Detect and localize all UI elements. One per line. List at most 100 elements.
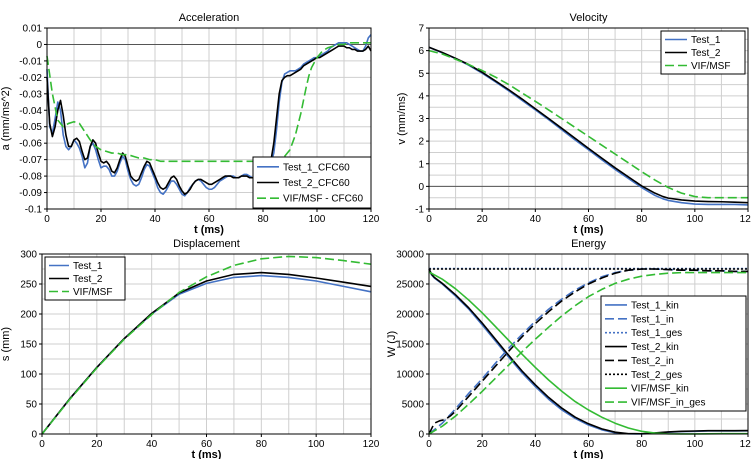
x-tick-label: 40: [530, 439, 542, 450]
chart-displacement: 0 20 40 60 80 100 120 0 50 100 150 200 250 300 Displac…: [0, 238, 380, 459]
x-tick-label: 80: [256, 439, 268, 450]
series-line-vif-msf: [428, 49, 748, 199]
x-tick-label: 100: [308, 439, 325, 450]
legend-label-test-2-cfc60: Test_2_CFC60: [283, 178, 350, 189]
x-tick-label: 0: [44, 214, 50, 225]
x-tick-label: 120: [363, 439, 380, 450]
y-axis-label: W (J): [386, 331, 398, 357]
y-tick-label: 5000: [402, 400, 425, 411]
y-tick-label: 5: [418, 69, 424, 80]
y-axis-label: a (mm/ms^2): [0, 87, 12, 151]
y-tick-label: 50: [26, 400, 38, 411]
legend-label-test-2-kin: Test_2_kin: [631, 342, 679, 353]
y-tick-label: -0.06: [19, 139, 42, 150]
x-tick-label: 100: [686, 214, 703, 225]
series-line-vif-msf-in-ges: [428, 271, 748, 435]
y-tick-label: -0.04: [19, 106, 42, 117]
chart-acceleration: 0 20 40 60 80 100 120 -0.1 -0.09 -0.08 -0.07 -0.06 -…: [0, 12, 380, 236]
legend-label-vif-msf-kin: VIF/MSF_kin: [631, 384, 689, 395]
chart-energy: 0 20 40 60 80 100 120 0 5000 10000 15000 20000 25000…: [386, 238, 751, 459]
y-tick-label: 100: [20, 370, 37, 381]
x-tick-label: 80: [636, 214, 648, 225]
y-tick-label: 25000: [396, 280, 424, 291]
y-tick-label: 200: [20, 310, 37, 321]
x-tick-label: 0: [426, 214, 432, 225]
x-tick-label: 60: [203, 214, 215, 225]
y-tick-label: -1: [415, 205, 424, 216]
y-tick-label: -0.02: [19, 73, 42, 84]
y-tick-label: -0.01: [19, 56, 42, 67]
x-tick-label: 20: [477, 439, 489, 450]
y-tick-label: 300: [20, 250, 37, 261]
legend: Test_1_CFC60 Test_2_CFC60 VIF/MSF - CFC60: [252, 156, 372, 209]
legend-label-test-1-in: Test_1_in: [631, 314, 674, 325]
x-axis-label: t (ms): [192, 449, 222, 459]
y-tick-label: 15000: [396, 340, 424, 351]
y-tick-label: 0.01: [23, 24, 43, 35]
legend-label-test-1: Test_1: [73, 261, 103, 272]
x-tick-label: 80: [636, 439, 648, 450]
x-axis-label: t (ms): [194, 224, 224, 236]
y-tick-label: 6: [418, 46, 424, 57]
x-tick-label: 60: [583, 214, 595, 225]
y-tick-label: 0: [418, 182, 424, 193]
legend-label-test-2: Test_2: [73, 274, 103, 285]
y-tick-label: 2: [418, 137, 424, 148]
x-tick-label: 120: [363, 214, 380, 225]
x-tick-label: 0: [426, 439, 432, 450]
y-axis-label: s (mm): [0, 327, 12, 361]
legend-label-test-1-kin: Test_1_kin: [631, 300, 679, 311]
x-tick-label: 20: [477, 214, 489, 225]
y-tick-label: 0: [418, 430, 424, 441]
chart-title: Velocity: [570, 12, 608, 24]
y-tick-label: 3: [418, 114, 424, 125]
legend: Test_1 Test_2 VIF/MSF: [660, 30, 746, 75]
x-tick-label: 20: [91, 439, 103, 450]
legend-label-test-2: Test_2: [691, 48, 721, 59]
y-tick-label: -0.09: [19, 188, 42, 199]
y-axis-label: v (mm/ms): [396, 93, 408, 145]
y-tick-label: -0.1: [25, 205, 43, 216]
y-tick-label: 1: [418, 159, 424, 170]
legend-label-test-1-cfc60: Test_1_CFC60: [283, 162, 350, 173]
x-tick-label: 60: [583, 439, 595, 450]
x-tick-label: 40: [149, 214, 161, 225]
legend: Test_1_kin Test_1_in Test_1_ges Test_2_kin T…: [600, 295, 747, 412]
chart-title: Energy: [571, 238, 606, 250]
legend-label-test-1-ges: Test_1_ges: [631, 328, 682, 339]
y-tick-label: -0.05: [19, 122, 42, 133]
legend: Test_1 Test_2 VIF/MSF: [44, 256, 126, 301]
y-tick-label: 0: [36, 40, 42, 51]
legend-label-vif-msf: VIF/MSF: [73, 287, 112, 298]
y-tick-label: -0.03: [19, 89, 42, 100]
legend-box: [600, 295, 747, 412]
x-tick-label: 20: [95, 214, 107, 225]
y-tick-label: 250: [20, 280, 37, 291]
series-line-vif-msf: [41, 255, 372, 435]
legend-label-test-2-ges: Test_2_ges: [631, 370, 682, 381]
x-axis-label: t (ms): [574, 449, 604, 459]
x-tick-label: 100: [309, 214, 326, 225]
x-tick-label: 80: [257, 214, 269, 225]
y-tick-label: 20000: [396, 310, 424, 321]
legend-label-test-1: Test_1: [691, 35, 721, 46]
x-tick-label: 100: [686, 439, 703, 450]
x-tick-label: 0: [39, 439, 45, 450]
legend-label-vif-msf: VIF/MSF: [691, 61, 730, 72]
series-line-test-2-kin: [428, 268, 749, 435]
x-tick-label: 60: [201, 439, 213, 450]
y-tick-label: 0: [31, 430, 37, 441]
legend-label-vif-msf-cfc60: VIF/MSF - CFC60: [283, 194, 363, 205]
series-line-test-2: [428, 46, 749, 204]
legend-label-test-2-in: Test_2_in: [631, 356, 674, 367]
y-tick-label: 4: [418, 91, 424, 102]
x-tick-label: 120: [740, 439, 751, 450]
x-axis-label: t (ms): [574, 224, 604, 236]
chart-title: Acceleration: [179, 12, 240, 24]
x-tick-label: 40: [146, 439, 158, 450]
y-tick-label: 30000: [396, 250, 424, 261]
legend-label-vif-msf-in-ges: VIF/MSF_in_ges: [631, 398, 705, 409]
y-tick-label: 150: [20, 340, 37, 351]
